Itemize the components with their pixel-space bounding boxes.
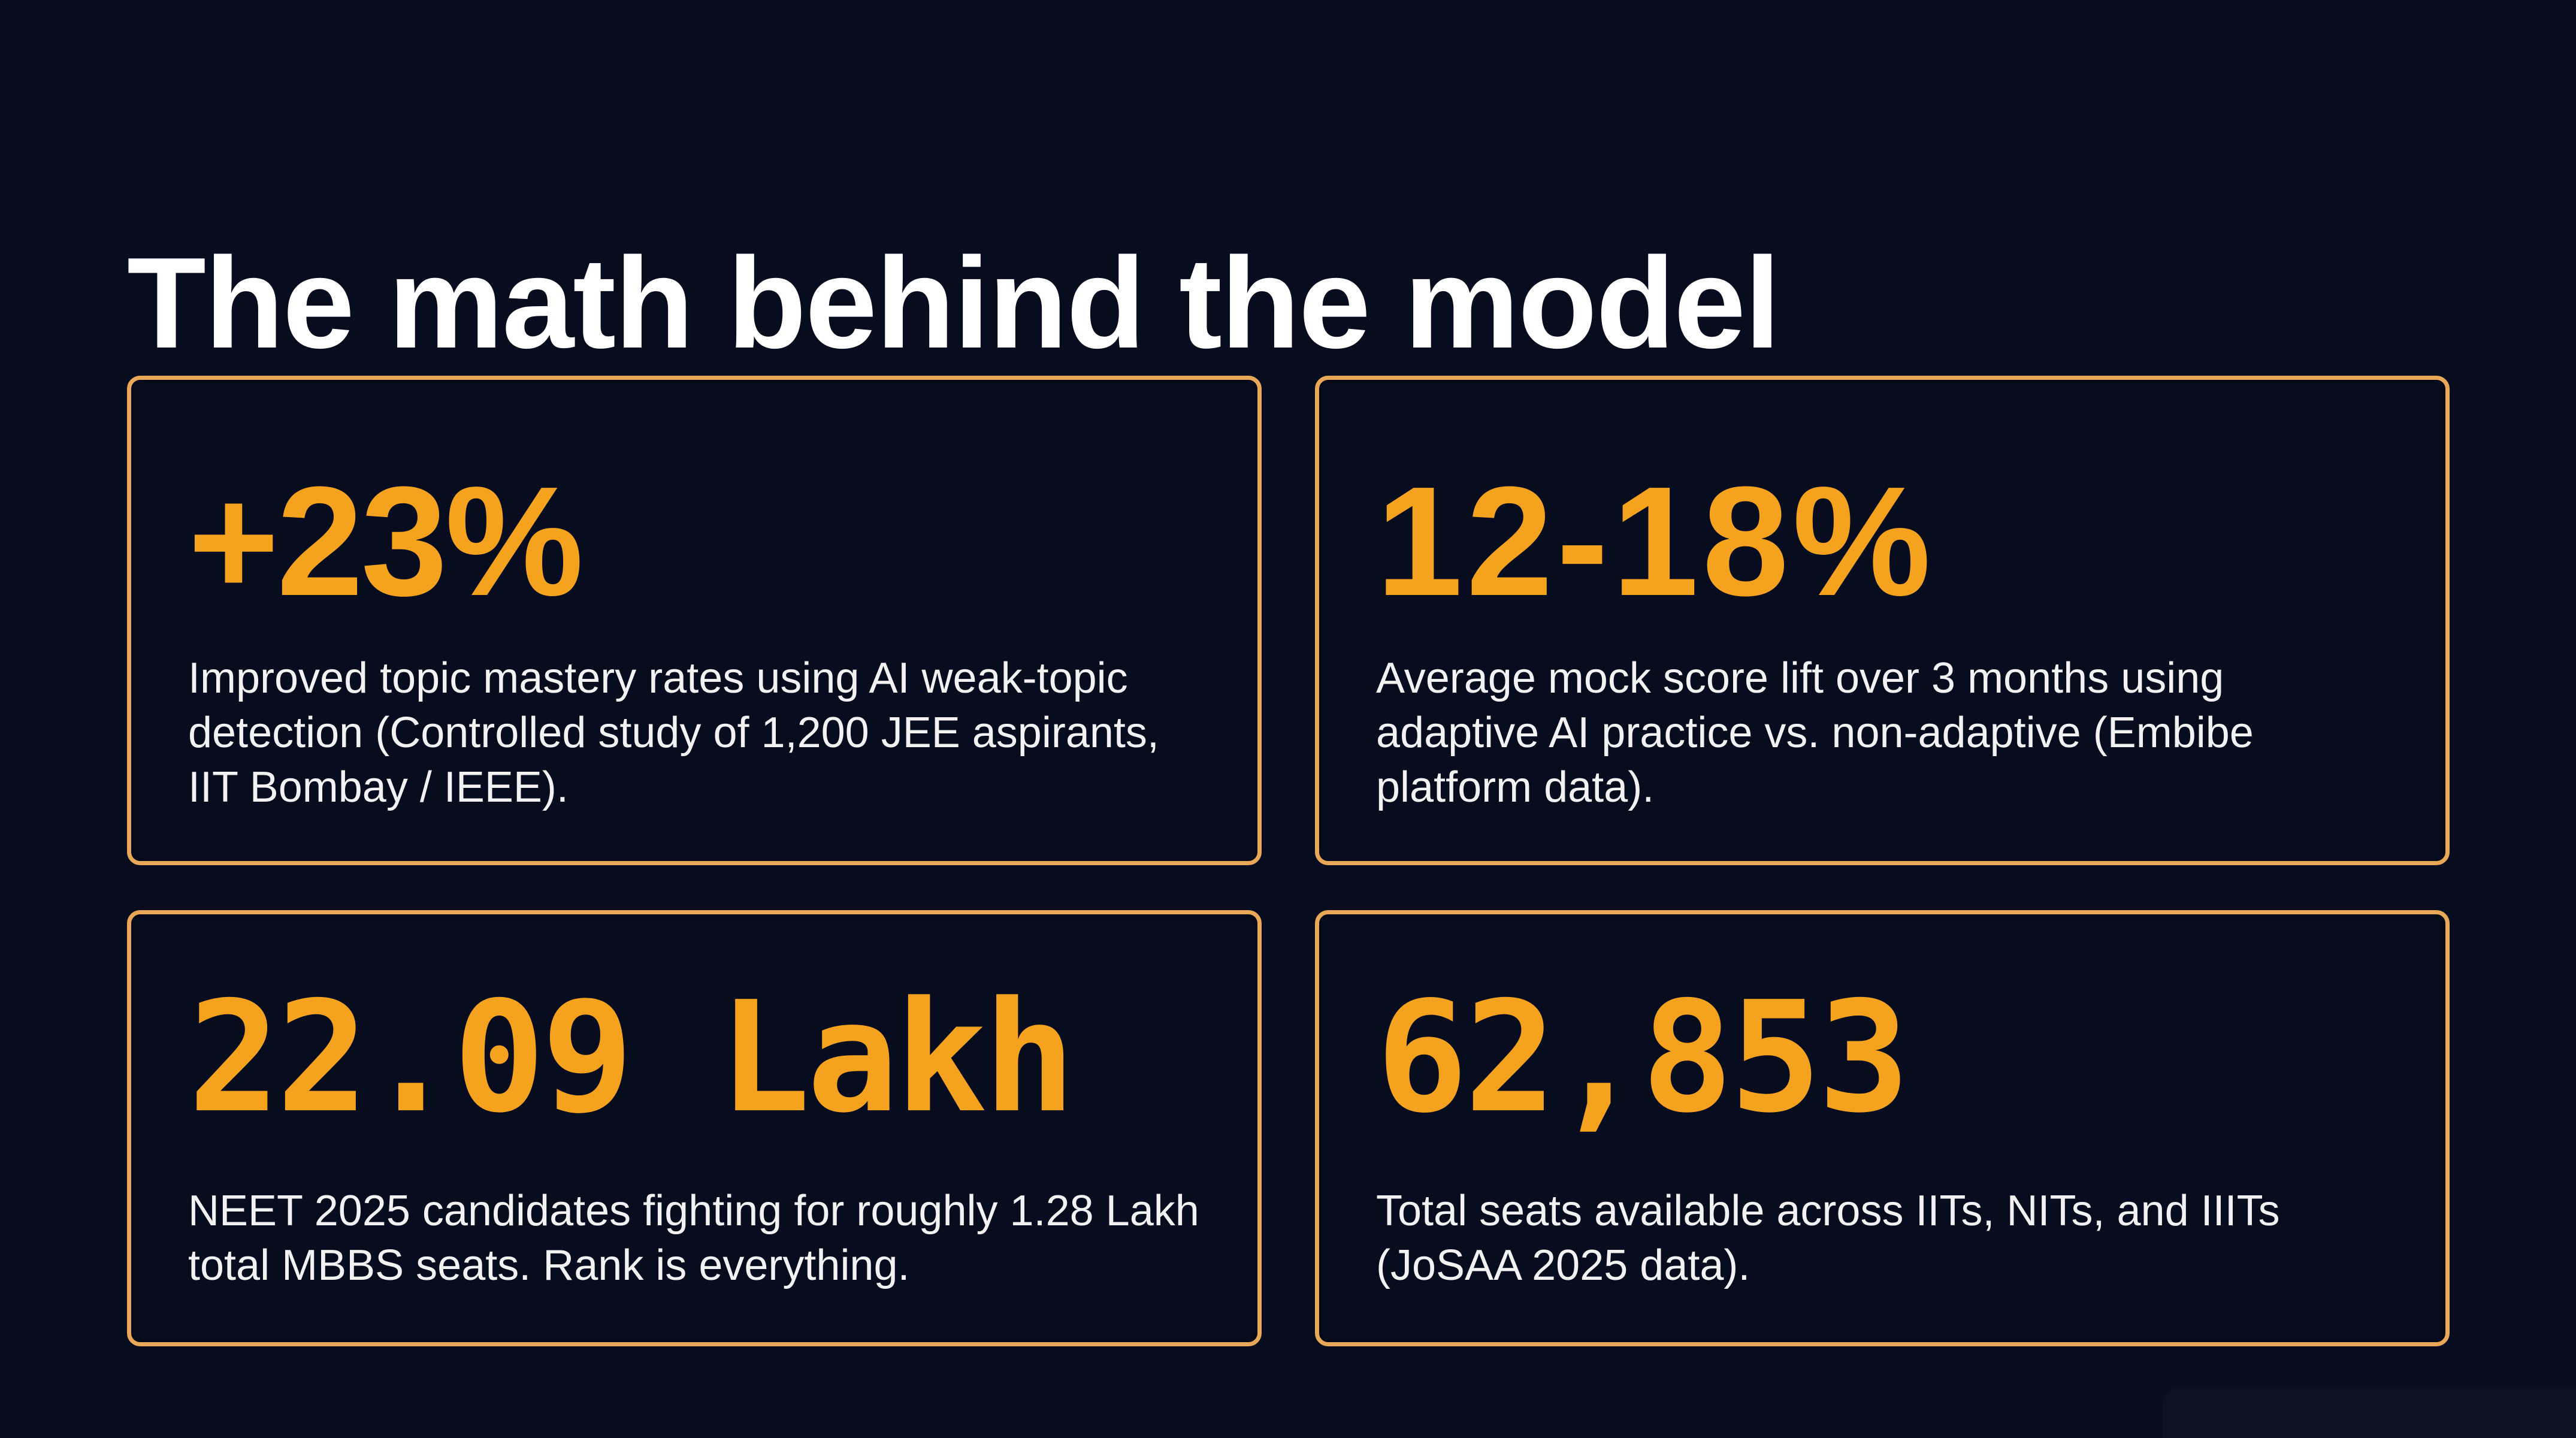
stat-description: Average mock score lift over 3 months us… <box>1376 654 2254 811</box>
stat-card-mock-score-lift: 12-18% Average mock score lift over 3 mo… <box>1315 376 2450 865</box>
stat-value: 12-18% <box>1376 455 1935 629</box>
corner-overlay <box>2163 1387 2576 1438</box>
slide-title: The math behind the model <box>127 229 1780 375</box>
stat-value: +23% <box>188 455 583 629</box>
stat-card-neet-candidates: 22.09 Lakh NEET 2025 candidates fighting… <box>127 910 1262 1346</box>
stat-card-josaa-seats: 62,853 Total seats available across IITs… <box>1315 910 2450 1346</box>
stat-value: 22.09 Lakh <box>188 969 1075 1147</box>
stat-card-topic-mastery: +23% Improved topic mastery rates using … <box>127 376 1262 865</box>
stat-value: 62,853 <box>1376 969 1910 1147</box>
stat-description: NEET 2025 candidates fighting for roughl… <box>188 1187 1199 1289</box>
stat-description: Total seats available across IITs, NITs,… <box>1376 1187 2280 1289</box>
stat-description: Improved topic mastery rates using AI we… <box>188 654 1159 811</box>
